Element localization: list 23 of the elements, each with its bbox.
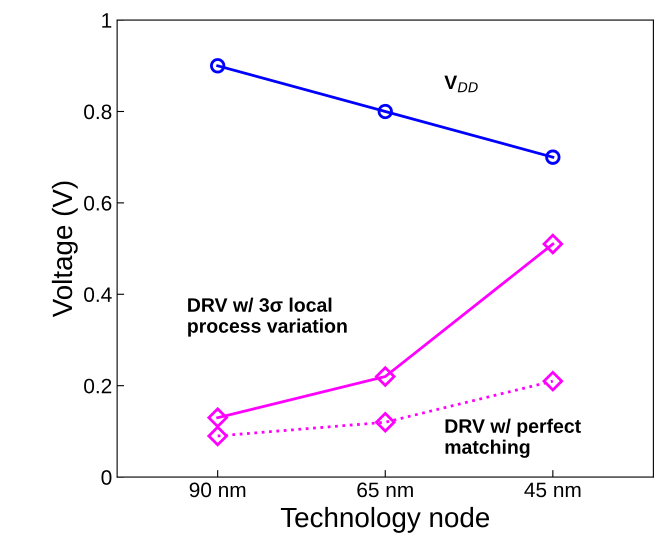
series-label: DRV w/ perfect matching [446, 418, 581, 458]
point [542, 370, 564, 392]
text: DRV w/ 3σ local process variation [188, 298, 347, 337]
y-tick-label: 1 [102, 13, 112, 28]
point [545, 150, 560, 165]
point [210, 58, 226, 74]
x-tick-label: 45 nm [524, 482, 580, 498]
x-axis-title: Technology node [280, 506, 490, 533]
point [542, 234, 564, 254]
point [375, 412, 396, 432]
y-axis-title: Voltage (V) [52, 182, 78, 318]
point [378, 104, 393, 120]
x-tick-label: 90 nm [190, 482, 246, 498]
y-tick-label: 0.2 [84, 378, 112, 394]
point [207, 407, 228, 428]
y-tick-label: 0.4 [84, 287, 112, 302]
series-label: V$_{DD}$ [444, 76, 478, 92]
x-tick-label: 65 nm [357, 482, 413, 498]
point [375, 366, 396, 387]
y-tick-label: 0 [101, 470, 112, 485]
point [207, 426, 228, 446]
y-tick-label: 0.6 [84, 196, 112, 211]
y-tick-label: 0.8 [84, 104, 112, 120]
